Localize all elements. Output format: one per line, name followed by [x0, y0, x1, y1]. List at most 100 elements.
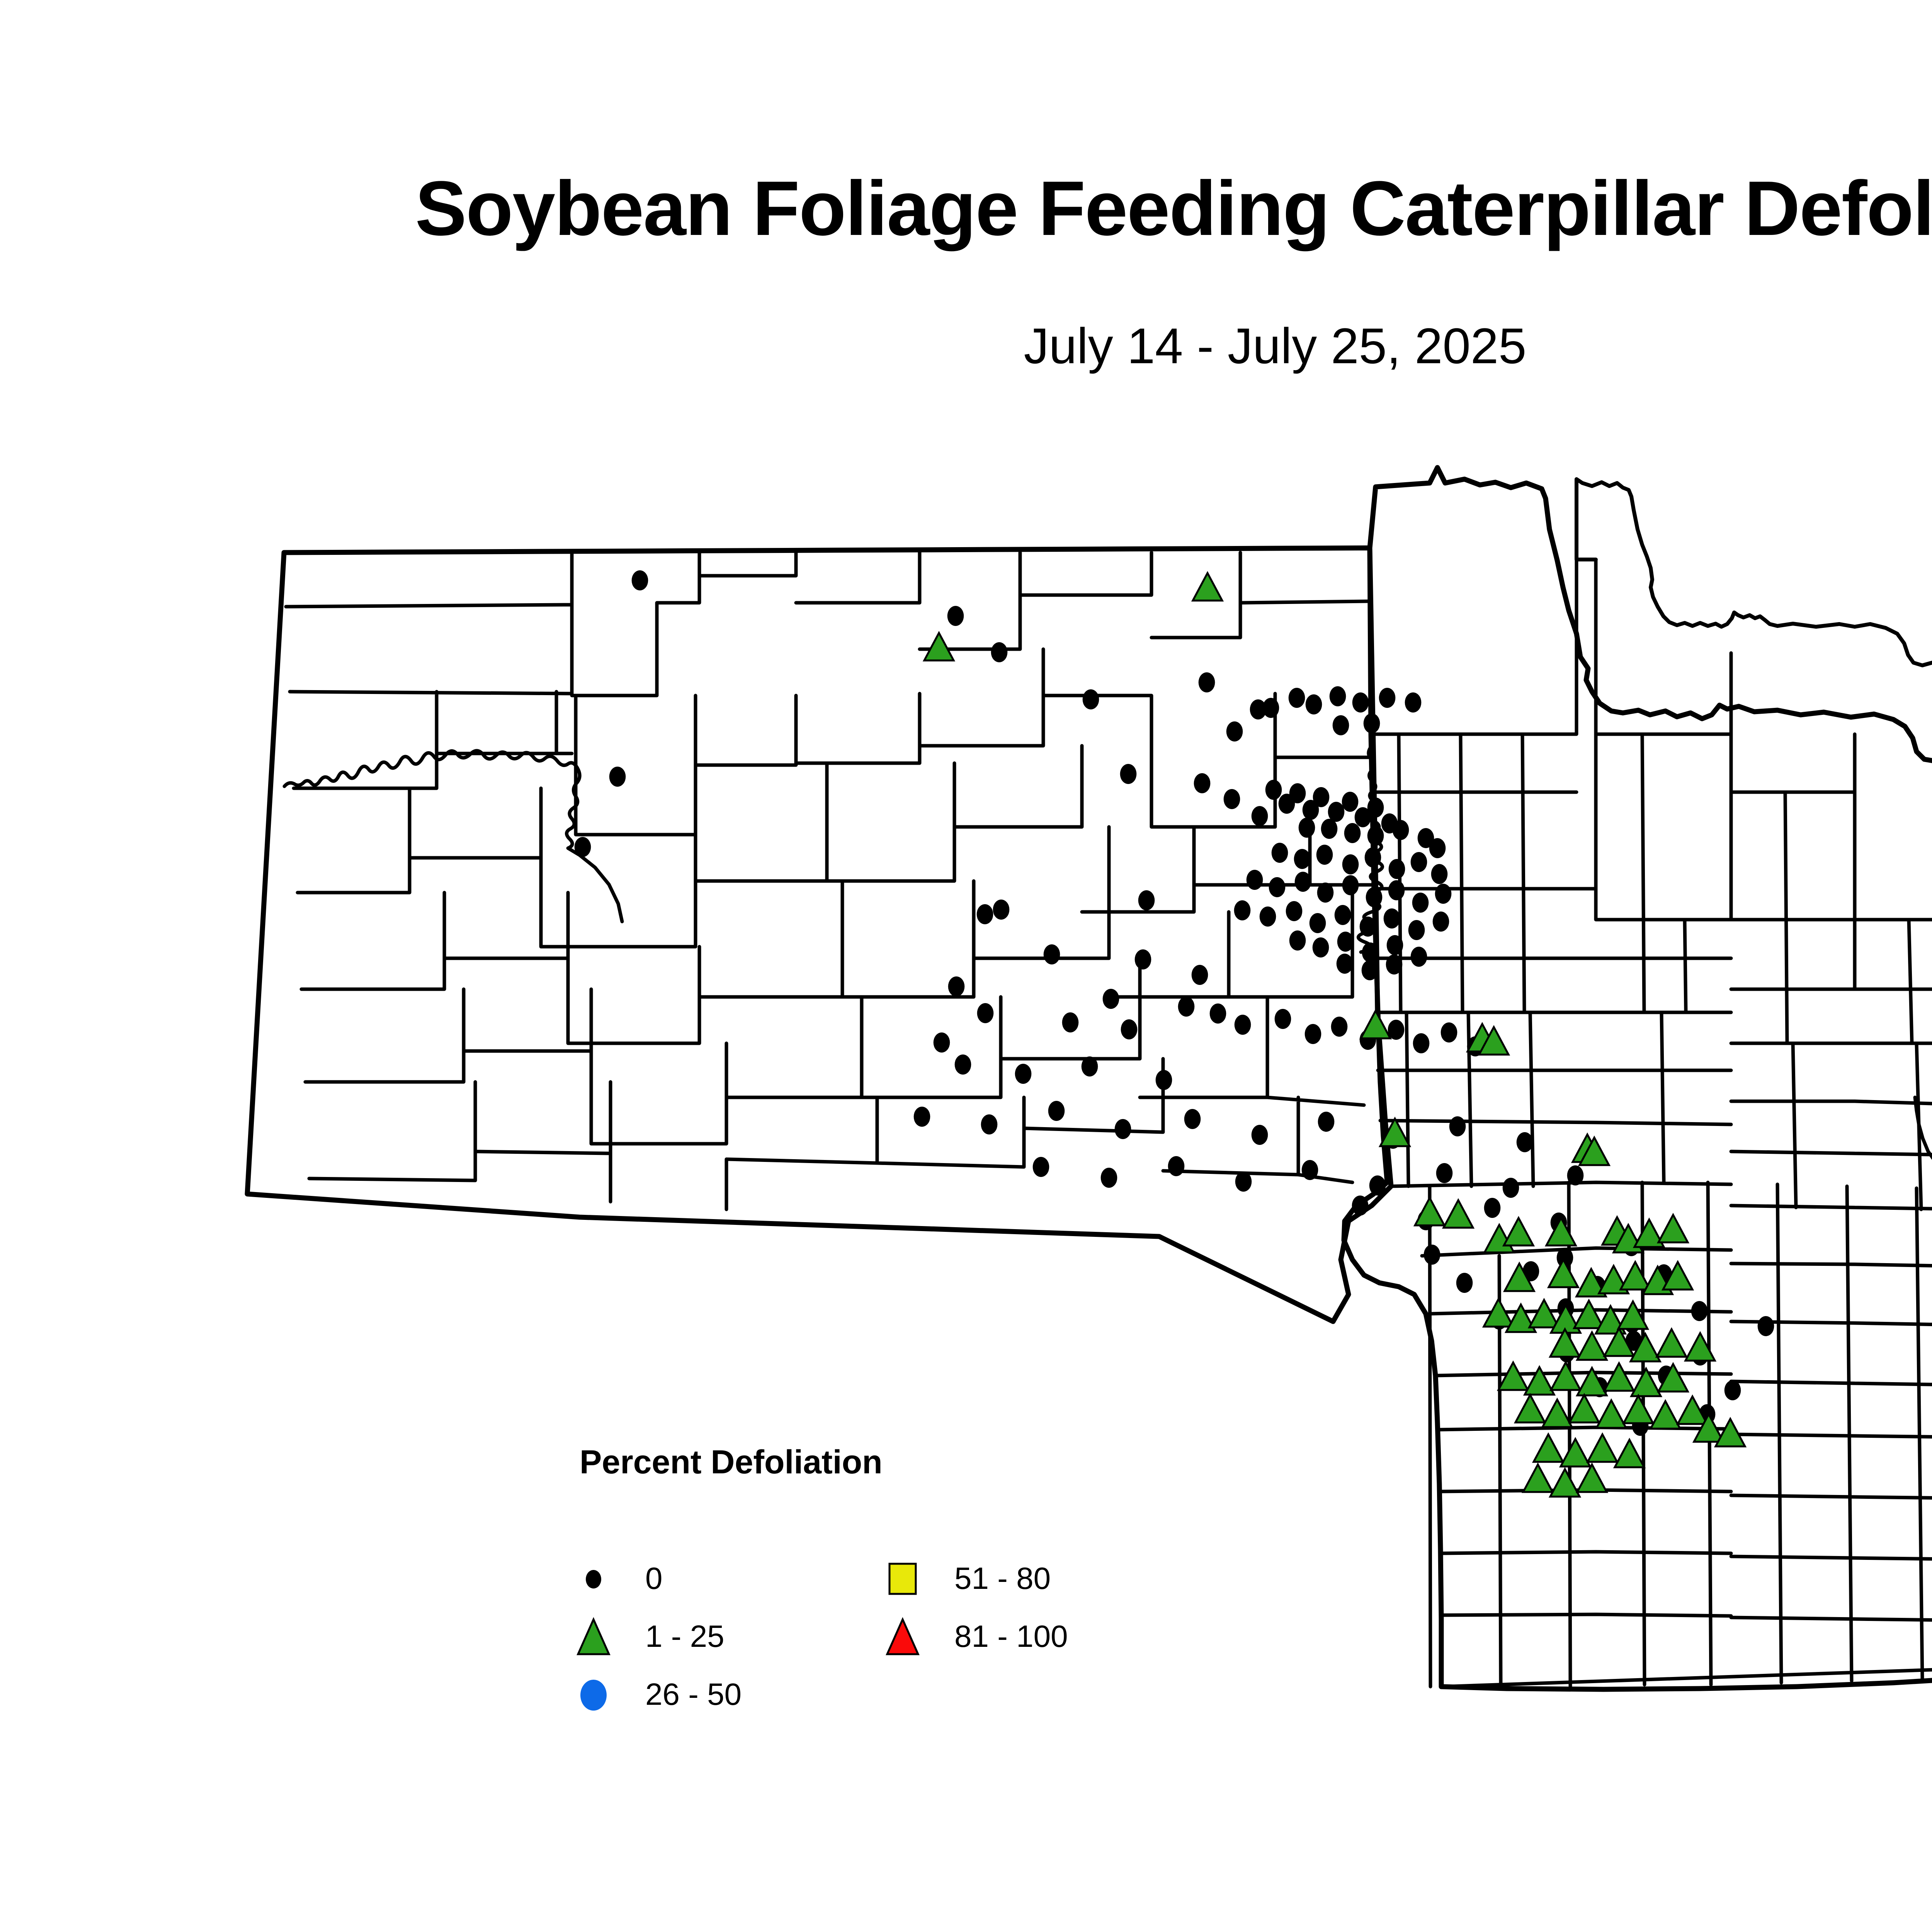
map-point-0[interactable]	[1121, 1019, 1138, 1039]
map-point-0[interactable]	[1234, 900, 1251, 920]
map-point-1-25[interactable]	[1575, 1267, 1608, 1298]
map-point-0[interactable]	[1429, 838, 1446, 858]
map-point-0[interactable]	[1363, 713, 1380, 733]
map-point-0[interactable]	[1332, 715, 1349, 735]
map-point-0[interactable]	[1198, 672, 1215, 692]
map-point-1-25[interactable]	[1613, 1437, 1646, 1468]
map-point-0[interactable]	[1413, 1033, 1430, 1053]
map-point-0[interactable]	[1691, 1301, 1708, 1321]
map-point-1-25[interactable]	[1523, 1365, 1556, 1396]
map-point-1-25[interactable]	[1497, 1360, 1530, 1391]
map-point-0[interactable]	[1191, 965, 1208, 985]
map-point-1-25[interactable]	[1586, 1432, 1619, 1463]
map-point-1-25[interactable]	[1575, 1330, 1609, 1361]
map-point-0[interactable]	[1288, 688, 1305, 708]
map-point-0[interactable]	[954, 1054, 971, 1075]
map-point-1-25[interactable]	[1629, 1366, 1663, 1397]
map-point-1-25[interactable]	[1503, 1261, 1536, 1292]
map-point-1-25[interactable]	[1661, 1260, 1694, 1291]
map-point-0[interactable]	[1234, 1015, 1251, 1035]
map-point-1-25[interactable]	[922, 631, 956, 662]
map-point-0[interactable]	[1289, 783, 1306, 803]
map-point-0[interactable]	[1516, 1132, 1533, 1152]
map-point-0[interactable]	[1449, 1116, 1466, 1136]
map-point-1-25[interactable]	[1559, 1437, 1592, 1468]
map-point-0[interactable]	[1362, 942, 1379, 963]
map-point-0[interactable]	[1286, 901, 1303, 921]
map-point-0[interactable]	[913, 1107, 930, 1127]
map-point-1-25[interactable]	[1191, 571, 1224, 602]
map-point-1-25[interactable]	[1549, 1360, 1582, 1391]
map-point-1-25[interactable]	[1568, 1393, 1601, 1423]
map-point-0[interactable]	[1302, 800, 1319, 820]
map-point-0[interactable]	[1305, 694, 1322, 714]
map-point-0[interactable]	[1432, 912, 1449, 932]
map-point-0[interactable]	[631, 570, 648, 590]
map-point-0[interactable]	[1337, 932, 1354, 952]
map-point-0[interactable]	[1138, 890, 1155, 910]
map-point-1-25[interactable]	[1602, 1361, 1636, 1392]
map-point-1-25[interactable]	[1656, 1362, 1690, 1393]
map-point-0[interactable]	[1032, 1157, 1049, 1177]
map-point-0[interactable]	[1336, 954, 1353, 974]
map-point-0[interactable]	[1379, 688, 1396, 708]
map-point-0[interactable]	[1435, 884, 1452, 904]
map-point-0[interactable]	[1344, 823, 1361, 843]
map-point-0[interactable]	[1043, 944, 1060, 964]
map-point-1-25[interactable]	[1575, 1366, 1609, 1396]
map-point-0[interactable]	[1312, 937, 1329, 957]
map-point-0[interactable]	[1269, 877, 1286, 897]
map-point-0[interactable]	[1015, 1064, 1032, 1084]
map-point-0[interactable]	[991, 642, 1008, 662]
map-point-0[interactable]	[1456, 1273, 1473, 1293]
map-point-1-25[interactable]	[1482, 1297, 1515, 1328]
map-point-1-25[interactable]	[1547, 1257, 1580, 1288]
map-point-1-25[interactable]	[1575, 1462, 1609, 1493]
map-point-0[interactable]	[1361, 960, 1378, 980]
map-point-0[interactable]	[1369, 1175, 1386, 1196]
map-point-0[interactable]	[976, 904, 993, 924]
map-point-1-25[interactable]	[1616, 1299, 1650, 1330]
map-point-1-25[interactable]	[1597, 1264, 1630, 1294]
map-point-0[interactable]	[1388, 880, 1405, 900]
map-point-0[interactable]	[1294, 872, 1311, 892]
map-point-1-25[interactable]	[1633, 1217, 1666, 1248]
map-point-0[interactable]	[1386, 935, 1403, 955]
map-point-1-25[interactable]	[1602, 1326, 1636, 1357]
map-point-1-25[interactable]	[1649, 1399, 1682, 1430]
map-point-0[interactable]	[933, 1032, 950, 1053]
map-point-1-25[interactable]	[1544, 1216, 1578, 1247]
map-point-1-25[interactable]	[1442, 1198, 1475, 1229]
map-point-0[interactable]	[1289, 930, 1306, 951]
map-point-0[interactable]	[1298, 818, 1315, 838]
map-point-0[interactable]	[1388, 1020, 1405, 1040]
map-point-0[interactable]	[1412, 893, 1429, 913]
map-point-0[interactable]	[1251, 1125, 1268, 1145]
map-point-0[interactable]	[1331, 1017, 1348, 1037]
map-point-0[interactable]	[1423, 1245, 1440, 1265]
map-point-0[interactable]	[1209, 1003, 1226, 1024]
map-point-0[interactable]	[1392, 820, 1409, 840]
map-point-0[interactable]	[1342, 854, 1359, 874]
map-point-0[interactable]	[1367, 798, 1384, 818]
map-point-0[interactable]	[1383, 908, 1400, 929]
map-point-0[interactable]	[1062, 1012, 1079, 1032]
map-point-0[interactable]	[1120, 764, 1137, 784]
map-point-0[interactable]	[1352, 1196, 1369, 1216]
map-point-1-25[interactable]	[1477, 1025, 1510, 1056]
map-point-0[interactable]	[1184, 1109, 1201, 1129]
map-point-0[interactable]	[1359, 917, 1376, 937]
map-point-0[interactable]	[993, 900, 1010, 920]
map-point-0[interactable]	[1178, 997, 1195, 1017]
map-point-0[interactable]	[1410, 852, 1427, 872]
map-point-0[interactable]	[1417, 828, 1434, 848]
data-points-layer[interactable]	[574, 570, 1774, 1498]
map-point-0[interactable]	[1304, 1024, 1321, 1044]
map-point-1-25[interactable]	[1594, 1304, 1627, 1335]
map-point-0[interactable]	[1388, 859, 1405, 879]
map-point-0[interactable]	[1102, 989, 1119, 1009]
map-point-0[interactable]	[1048, 1101, 1065, 1121]
map-point-0[interactable]	[609, 767, 626, 787]
map-point-0[interactable]	[948, 976, 965, 997]
map-point-0[interactable]	[1294, 849, 1311, 869]
